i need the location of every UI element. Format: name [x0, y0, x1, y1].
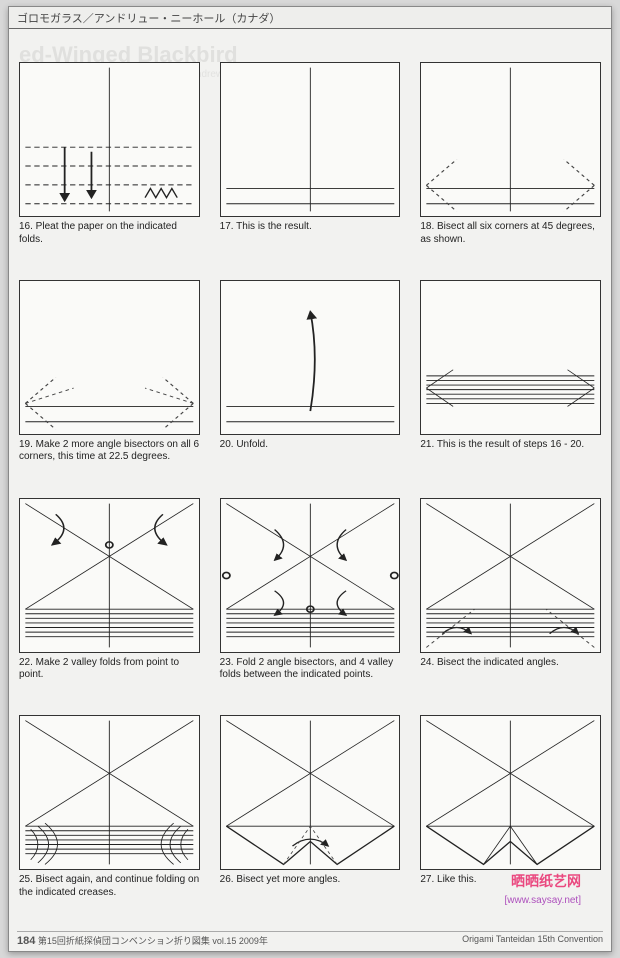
diagram-grid: 16. Pleat the paper on the indicated fol…: [19, 62, 601, 921]
footer-right: Origami Tanteidan 15th Convention: [462, 934, 603, 947]
step-cell-21: 21. This is the result of steps 16 - 20.: [420, 280, 601, 486]
diagram-25: [19, 715, 200, 870]
footer-left: 184 第15回折紙探偵団コンベンション折り図集 vol.15 2009年: [17, 934, 268, 947]
diagram-22: [19, 498, 200, 653]
caption-20: 20. Unfold.: [220, 439, 401, 477]
caption-18: 18. Bisect all six corners at 45 degrees…: [420, 221, 601, 259]
step-cell-19: 19. Make 2 more angle bisectors on all 6…: [19, 280, 200, 486]
watermark-logo: 晒晒纸艺网: [511, 871, 581, 891]
caption-22: 22. Make 2 valley folds from point to po…: [19, 657, 200, 695]
step-cell-25: 25. Bisect again, and continue folding o…: [19, 715, 200, 921]
step-cell-17: 17. This is the result.: [220, 62, 401, 268]
page-number: 184: [17, 935, 35, 947]
diagram-21: [420, 280, 601, 435]
step-cell-22: 22. Make 2 valley folds from point to po…: [19, 498, 200, 704]
caption-23: 23. Fold 2 angle bisectors, and 4 valley…: [220, 657, 401, 695]
caption-26: 26. Bisect yet more angles.: [220, 874, 401, 912]
page: ゴロモガラス／アンドリュー・ニーホール（カナダ） ed-Winged Black…: [8, 6, 612, 952]
page-footer: 184 第15回折紙探偵団コンベンション折り図集 vol.15 2009年 Or…: [17, 931, 603, 947]
footer-left-text: 第15回折紙探偵団コンベンション折り図集 vol.15 2009年: [38, 936, 268, 946]
watermark-url: [www.saysay.net]: [504, 895, 581, 906]
caption-17: 17. This is the result.: [220, 221, 401, 259]
caption-24: 24. Bisect the indicated angles.: [420, 657, 601, 695]
step-cell-23: 23. Fold 2 angle bisectors, and 4 valley…: [220, 498, 401, 704]
diagram-17: [220, 62, 401, 217]
step-cell-18: 18. Bisect all six corners at 45 degrees…: [420, 62, 601, 268]
caption-25: 25. Bisect again, and continue folding o…: [19, 874, 200, 912]
caption-19: 19. Make 2 more angle bisectors on all 6…: [19, 439, 200, 477]
step-cell-24: 24. Bisect the indicated angles.: [420, 498, 601, 704]
diagram-24: [420, 498, 601, 653]
step-cell-16: 16. Pleat the paper on the indicated fol…: [19, 62, 200, 268]
diagram-23: [220, 498, 401, 653]
header-text: ゴロモガラス／アンドリュー・ニーホール（カナダ）: [17, 13, 280, 25]
diagram-20: [220, 280, 401, 435]
diagram-16: [19, 62, 200, 217]
diagram-19: [19, 280, 200, 435]
step-cell-26: 26. Bisect yet more angles.: [220, 715, 401, 921]
caption-16: 16. Pleat the paper on the indicated fol…: [19, 221, 200, 259]
diagram-27: [420, 715, 601, 870]
diagram-26: [220, 715, 401, 870]
diagram-18: [420, 62, 601, 217]
header-bar: ゴロモガラス／アンドリュー・ニーホール（カナダ）: [9, 7, 611, 29]
step-cell-20: 20. Unfold.: [220, 280, 401, 486]
caption-21: 21. This is the result of steps 16 - 20.: [420, 439, 601, 477]
